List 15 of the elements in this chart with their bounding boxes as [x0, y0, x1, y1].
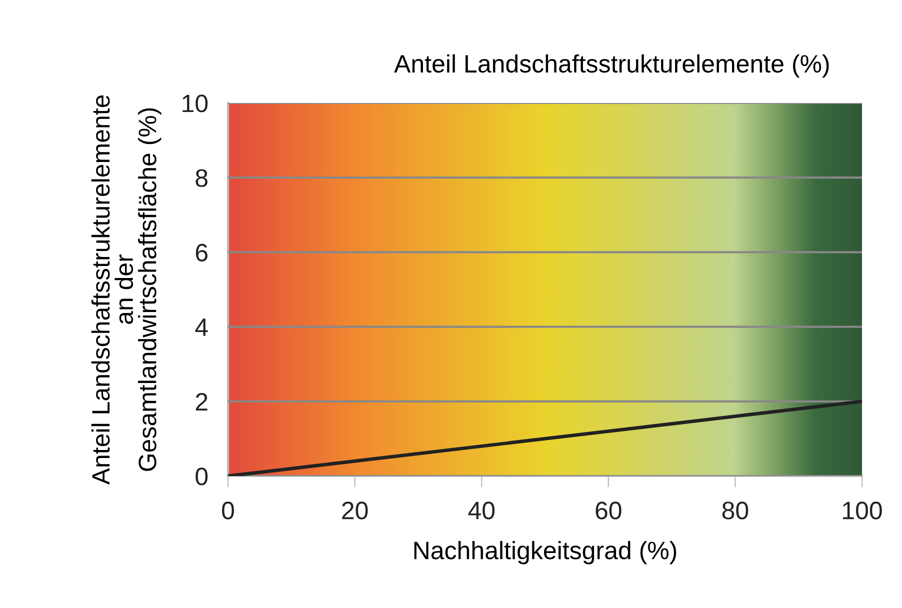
chart-title: Anteil Landschaftsstrukturelemente (%) — [394, 54, 829, 78]
x-tick-label: 60 — [596, 502, 622, 520]
y-tick-label: 2 — [196, 393, 208, 410]
y-tick-label: 8 — [196, 169, 208, 187]
x-tick-label: 40 — [468, 502, 495, 520]
y-tick-label: 4 — [195, 318, 208, 336]
x-tick-label: 80 — [722, 502, 748, 520]
y-tick-label: 0 — [196, 468, 208, 486]
x-tick-label: 20 — [342, 502, 368, 520]
y-tick-label: 6 — [196, 244, 208, 262]
y-axis-title: Anteil Landschaftsstrukturelemente an der Gesamtlandwirtschaftsfläche (%) — [91, 95, 162, 485]
x-tick-label: 100 — [843, 502, 882, 520]
y-tick-label: 10 — [182, 94, 208, 112]
x-tick-label: 0 — [222, 502, 234, 520]
x-axis-title: Nachhaltigkeitsgrad (%) — [414, 540, 676, 564]
